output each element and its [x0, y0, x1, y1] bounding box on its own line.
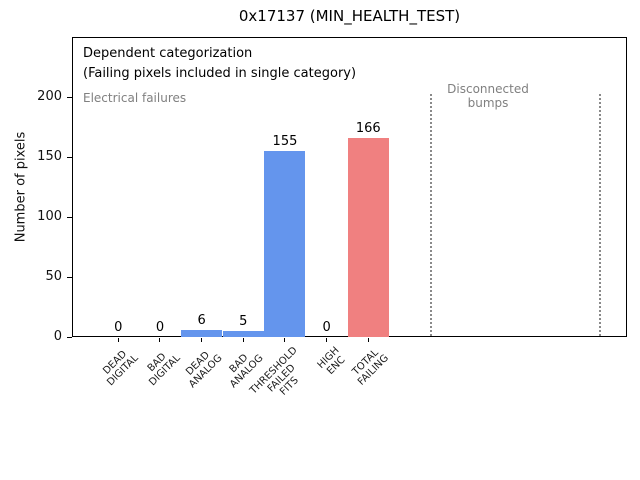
x-axis-tick — [117, 338, 119, 342]
y-axis-tick — [67, 96, 72, 98]
x-tick-label: DEAD DIGITAL — [101, 348, 141, 389]
dotted-divider-line — [598, 94, 601, 336]
x-tick-label: DEAD ANALOG — [183, 349, 225, 391]
y-axis-tick — [67, 156, 72, 158]
x-tick-label: HIGH ENC — [315, 345, 348, 378]
y-tick-label: 50 — [45, 269, 62, 284]
x-tick-label: TOTAL FAILING — [350, 347, 391, 388]
bar-value-label: 166 — [355, 120, 381, 136]
annotation-dependent-categorization: Dependent categorization — [83, 46, 253, 61]
bar-value-label: 5 — [239, 314, 248, 329]
x-axis-tick — [284, 338, 286, 342]
x-tick-label: BAD DIGITAL — [145, 351, 183, 389]
bar-value-label: 155 — [272, 134, 298, 149]
bar-value-label: 0 — [155, 320, 165, 335]
annotation-electrical-failures: Electrical failures — [83, 91, 187, 105]
bar-bad-analog — [222, 331, 264, 337]
annotation-disconnected-bumps: Disconnected bumps — [447, 82, 529, 110]
annotation-failing-pixels-note: (Failing pixels included in single categ… — [83, 66, 357, 81]
bar-threshold-failed-fits — [264, 151, 306, 337]
x-axis-tick — [242, 338, 244, 342]
x-axis-tick — [201, 338, 203, 342]
y-tick-label: 100 — [37, 209, 62, 224]
y-axis-tick — [67, 276, 72, 278]
y-tick-label: 150 — [37, 149, 62, 164]
x-axis-tick — [326, 338, 328, 342]
bar-dead-analog — [181, 329, 223, 337]
dotted-divider-line — [430, 94, 433, 336]
bar-total-failing — [347, 137, 389, 337]
y-tick-label: 200 — [37, 89, 62, 104]
y-axis-tick — [67, 336, 72, 338]
bar-value-label: 0 — [322, 320, 331, 335]
x-axis-tick — [159, 338, 161, 342]
bar-value-label: 0 — [114, 320, 123, 335]
y-tick-label: 0 — [53, 329, 62, 344]
chart-title: 0x17137 (MIN_HEALTH_TEST) — [238, 7, 461, 25]
x-axis-tick — [367, 338, 369, 342]
y-axis-tick — [67, 216, 72, 218]
bar-value-label: 6 — [197, 312, 206, 328]
